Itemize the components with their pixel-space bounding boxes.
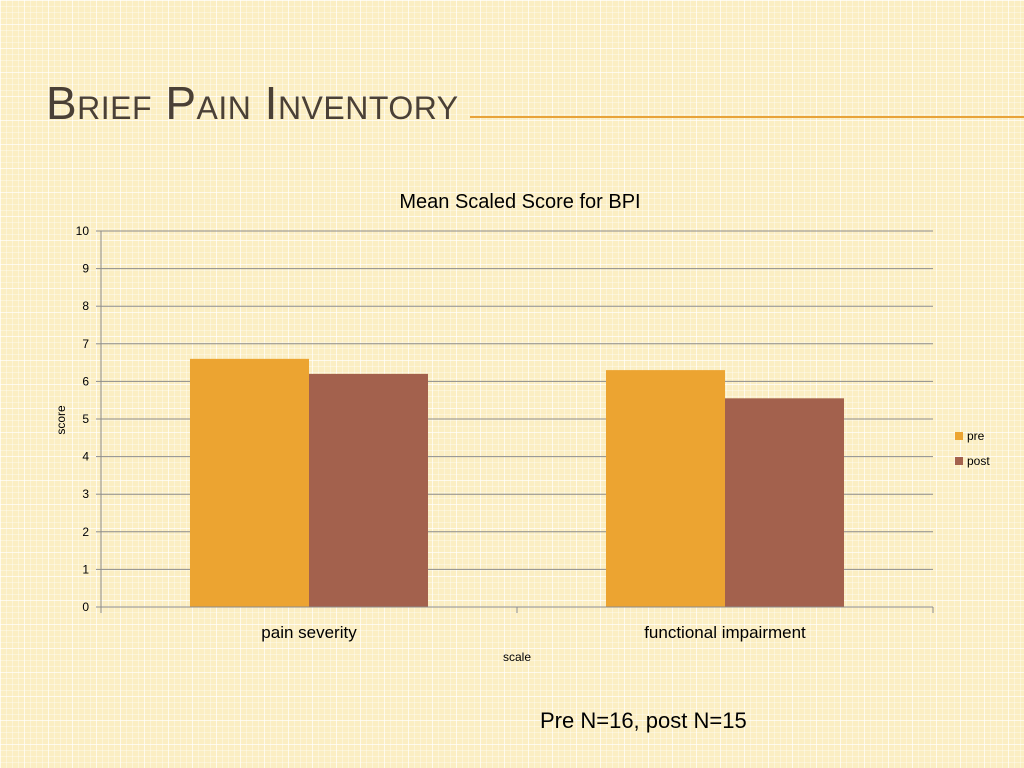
legend-swatch-post: [955, 457, 963, 465]
y-tick-label: 6: [82, 374, 89, 388]
title-underline: [470, 116, 1024, 118]
legend: pre post: [955, 429, 990, 468]
y-tick-label: 2: [82, 525, 89, 539]
legend-label-post: post: [967, 454, 990, 468]
y-tick-label: 3: [82, 487, 89, 501]
y-tick-label: 5: [82, 412, 89, 426]
axes: [100, 231, 934, 613]
slide-title: Brief Pain Inventory: [46, 77, 459, 129]
y-tick-label: 8: [82, 299, 89, 313]
x-axis-categories: pain severity functional impairment: [261, 623, 806, 642]
bar-chart: Mean Scaled Score for BPI 0 1 2 3 4 5 6 7 8 9 10 p…: [54, 191, 990, 664]
y-tick-label: 0: [82, 600, 89, 614]
x-axis-label: scale: [503, 650, 531, 664]
y-tick-label: 4: [82, 450, 89, 464]
x-category-label: functional impairment: [644, 623, 806, 642]
legend-swatch-pre: [955, 432, 963, 440]
y-axis-label: score: [54, 405, 68, 435]
sample-size-note: Pre N=16, post N=15: [540, 708, 747, 733]
legend-label-pre: pre: [967, 429, 985, 443]
y-axis-ticks: 0 1 2 3 4 5 6 7 8 9 10: [76, 224, 101, 614]
chart-title: Mean Scaled Score for BPI: [399, 191, 640, 213]
bar-pre-0: [190, 358, 309, 607]
y-tick-label: 7: [82, 337, 89, 351]
y-tick-label: 9: [82, 262, 89, 276]
bar-pre-1: [606, 370, 725, 607]
bar-post-0: [309, 373, 428, 607]
y-tick-label: 1: [82, 562, 89, 576]
bar-post-1: [725, 398, 844, 607]
bars: [190, 358, 844, 607]
y-tick-label: 10: [76, 224, 90, 238]
x-category-label: pain severity: [261, 623, 357, 642]
